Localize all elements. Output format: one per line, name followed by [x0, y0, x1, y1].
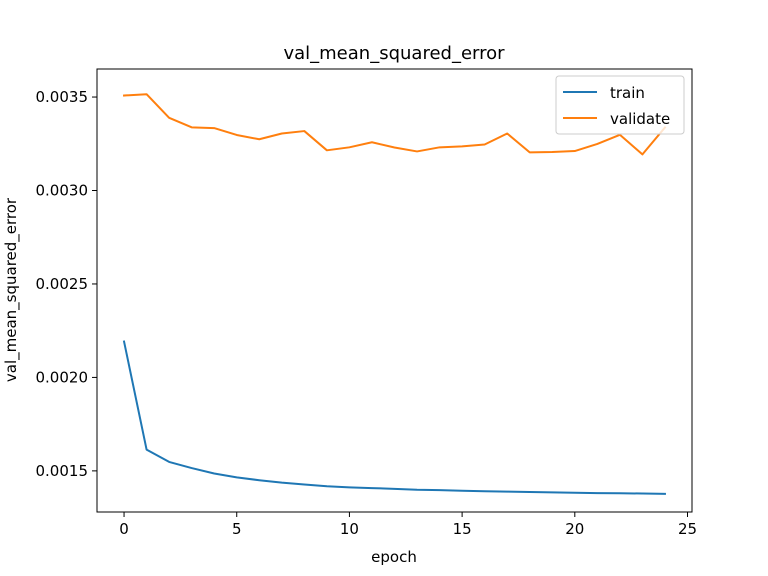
y-tick-label: 0.0035: [36, 88, 89, 106]
x-tick-label: 20: [565, 520, 584, 538]
x-tick-label: 25: [678, 520, 697, 538]
y-axis: 0.0015 0.0020 0.0025 0.0030 0.0035: [36, 88, 97, 480]
plot-frame: [96, 68, 693, 513]
series-line-train: [122, 340, 666, 495]
y-tick-label: 0.0025: [36, 275, 89, 293]
x-axis: 0 5 10 15 20 25: [119, 512, 697, 538]
x-tick-label: 10: [340, 520, 359, 538]
series-line-validate: [122, 93, 667, 156]
series-layer: [122, 93, 667, 495]
x-tick-label: 5: [232, 520, 242, 538]
x-axis-label: epoch: [371, 548, 417, 566]
y-tick-label: 0.0030: [36, 181, 89, 199]
legend-box: [555, 75, 685, 135]
x-tick-label: 0: [119, 520, 129, 538]
plot-area: [97, 69, 692, 512]
legend: train validate: [555, 75, 685, 135]
y-tick-label: 0.0020: [36, 368, 89, 386]
y-tick-label: 0.0015: [36, 462, 89, 480]
legend-label-validate: validate: [610, 110, 670, 128]
chart-title: val_mean_squared_error: [283, 43, 505, 64]
legend-label-train: train: [610, 84, 645, 102]
y-axis-label: val_mean_squared_error: [2, 197, 21, 382]
x-tick-label: 15: [453, 520, 472, 538]
